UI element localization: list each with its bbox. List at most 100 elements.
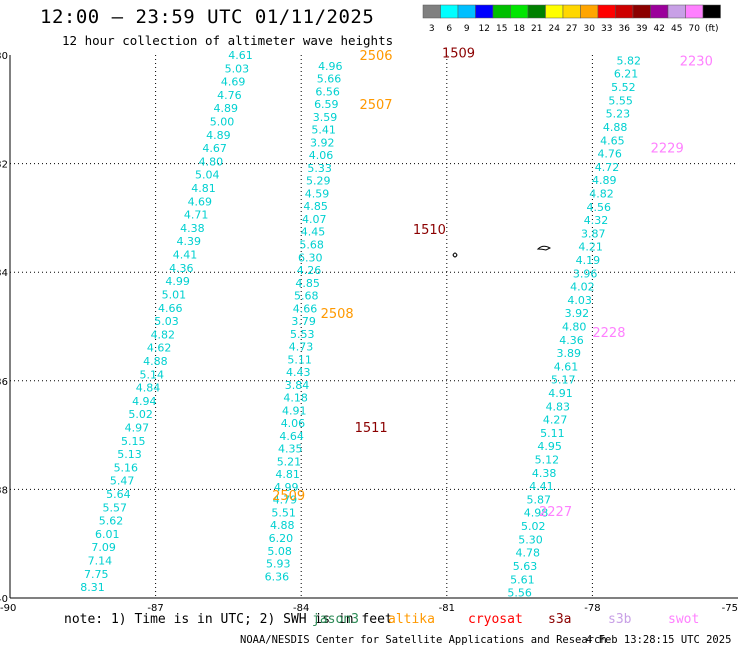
legend-swatch (527, 4, 546, 19)
swh-value: 3.92 (565, 307, 590, 320)
island-outlines (452, 245, 552, 258)
swh-value: 6.01 (95, 528, 120, 541)
swh-value: 3.59 (313, 111, 338, 124)
swh-value: 4.62 (147, 342, 172, 355)
swh-value: 4.36 (559, 334, 584, 347)
swh-value: 4.73 (289, 341, 314, 354)
swh-value: 7.75 (84, 568, 109, 581)
swh-value: 5.52 (611, 81, 636, 94)
mission-jason3: jason3 (312, 612, 359, 627)
swh-value: 5.63 (513, 560, 538, 573)
pass-number-label: 2509 (272, 489, 305, 504)
legend-swatch (685, 4, 704, 19)
legend-swatch (457, 4, 476, 19)
axis-ticks: -30 -32 -34 -36 -38 -40-90 -87 -84 -81 -78 -75 (0, 51, 738, 614)
footer-note: note: 1) Time is in UTC; 2) SWH is in fe… (64, 612, 393, 627)
swh-value: 3.84 (285, 379, 310, 392)
mission-swot: swot (668, 612, 700, 627)
swh-value: 5.29 (306, 175, 331, 188)
swh-value: 4.79 (273, 494, 298, 507)
swh-value: 4.82 (151, 328, 176, 341)
swh-value: 5.57 (102, 501, 127, 514)
swh-value: 3.79 (291, 315, 316, 328)
swh-value: 4.97 (125, 421, 150, 434)
pass-number-label: 2229 (651, 141, 684, 156)
swh-value: 4.96 (318, 60, 343, 73)
legend-label: 6 (446, 24, 452, 34)
swh-value: 7.14 (88, 555, 113, 568)
swh-tracks: 4.615.034.694.764.895.004.894.674.805.04… (80, 49, 641, 600)
swh-value: 5.01 (162, 288, 187, 301)
swh-value: 4.85 (295, 277, 320, 290)
swh-value: 5.03 (225, 62, 250, 75)
plot-frame (9, 55, 738, 599)
mission-s3b: s3b (608, 612, 632, 627)
legend-swatch (632, 4, 651, 19)
swh-value: 4.95 (537, 440, 562, 453)
legend-swatch (667, 4, 686, 19)
legend-label: 15 (496, 24, 507, 34)
swh-value: 4.88 (603, 121, 628, 134)
swh-value: 4.03 (567, 294, 592, 307)
swh-value: 4.66 (293, 302, 318, 315)
x-tick-label: -90 (0, 603, 16, 614)
swh-value: 4.78 (516, 547, 541, 560)
y-tick-label: -40 (0, 594, 8, 605)
swh-value: 5.61 (510, 573, 535, 586)
y-tick-label: -38 (0, 485, 8, 496)
legend-swatch (475, 4, 494, 19)
swh-value: 4.88 (270, 519, 295, 532)
swh-value: 5.66 (317, 73, 342, 86)
swh-value: 4.67 (202, 142, 227, 155)
swh-value: 4.18 (283, 392, 308, 405)
legend-swatch (510, 4, 529, 19)
mission-cryosat: cryosat (468, 612, 523, 627)
swh-value: 4.64 (279, 430, 304, 443)
swh-value: 4.82 (589, 187, 614, 200)
swh-value: 3.87 (581, 227, 606, 240)
y-tick-label: -34 (0, 268, 8, 279)
swh-value: 5.04 (195, 169, 220, 182)
swh-value: 4.71 (184, 209, 209, 222)
legend-label: 12 (479, 24, 490, 34)
swh-value: 4.99 (165, 275, 190, 288)
swh-value: 4.69 (221, 76, 246, 89)
swh-value: 4.26 (297, 264, 322, 277)
swh-value: 4.43 (286, 366, 311, 379)
swh-value: 4.35 (278, 443, 303, 456)
swh-value: 4.81 (191, 182, 216, 195)
legend-label: 24 (549, 24, 561, 34)
swh-value: 8.31 (80, 581, 105, 594)
grid-lines (10, 55, 738, 598)
swh-value: 4.41 (173, 249, 198, 262)
legend-label: 9 (464, 24, 470, 34)
swh-value: 7.09 (91, 541, 116, 554)
swh-value: 4.41 (529, 480, 554, 493)
swh-value: 3.89 (556, 347, 581, 360)
legend-swatch (562, 4, 581, 19)
swh-value: 4.91 (282, 404, 307, 417)
swh-value: 4.80 (562, 321, 587, 334)
swh-value: 5.11 (540, 427, 565, 440)
swh-value: 5.55 (608, 94, 633, 107)
swh-value: 4.61 (554, 360, 579, 373)
swh-value: 4.02 (570, 281, 595, 294)
page-subtitle: 12 hour collection of altimeter wave hei… (62, 33, 394, 48)
swh-value: 4.76 (597, 148, 622, 161)
x-tick-label: -87 (147, 603, 163, 614)
legend-swatch (650, 4, 669, 19)
x-tick-label: -78 (584, 603, 600, 614)
swh-value: 5.82 (617, 54, 642, 67)
swh-value: 4.76 (217, 89, 242, 102)
x-tick-label: -81 (439, 603, 455, 614)
footer-timestamp: 4 Feb 13:28:15 UTC 2025 (586, 634, 732, 646)
swh-value: 6.56 (315, 85, 340, 98)
swh-value: 4.61 (228, 49, 253, 62)
swh-value: 5.16 (114, 461, 139, 474)
legend-swatch (545, 4, 564, 19)
swh-value: 4.81 (275, 468, 300, 481)
swh-value: 5.11 (287, 353, 312, 366)
swh-value: 3.92 (310, 136, 335, 149)
swh-value: 4.36 (169, 262, 194, 275)
swh-value: 4.38 (532, 467, 557, 480)
